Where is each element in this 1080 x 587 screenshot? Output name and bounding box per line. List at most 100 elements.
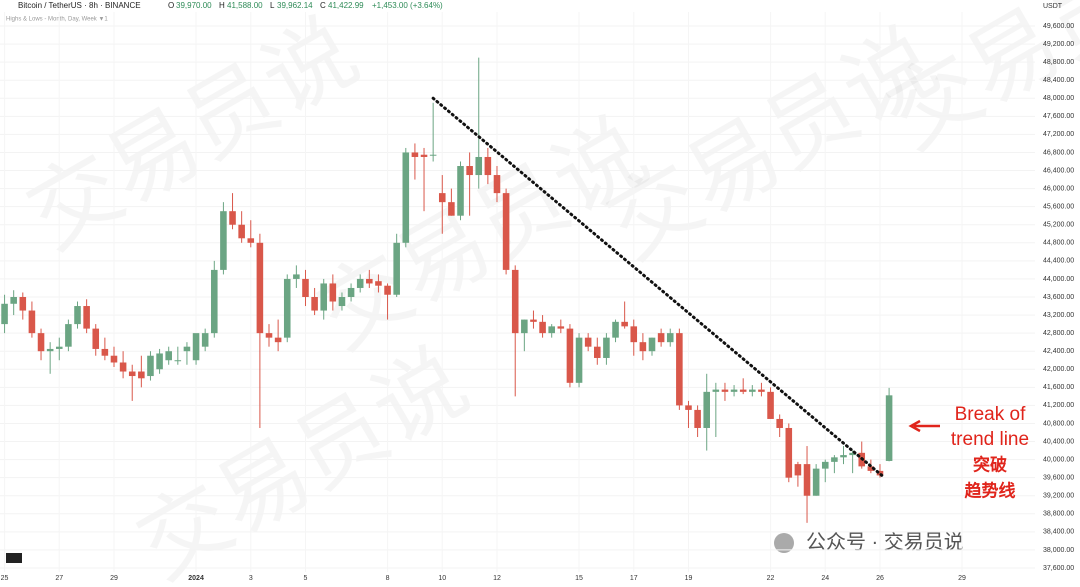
candle-body bbox=[384, 285, 391, 295]
y-tick-label: 47,600.00 bbox=[1043, 113, 1074, 120]
candle-body bbox=[1, 303, 8, 325]
candle-body bbox=[657, 333, 665, 343]
candle-body bbox=[484, 156, 492, 176]
candle-body bbox=[420, 154, 428, 157]
x-tick-label: 24 bbox=[821, 575, 829, 582]
y-tick-label: 43,200.00 bbox=[1043, 312, 1074, 319]
x-tick-label: 10 bbox=[438, 575, 446, 582]
candle-body bbox=[539, 321, 546, 334]
candle-body bbox=[821, 461, 829, 469]
candle-body bbox=[183, 346, 191, 352]
candle-body bbox=[429, 154, 437, 156]
candle-body bbox=[594, 346, 601, 358]
candle-body bbox=[256, 242, 264, 334]
candle-body bbox=[694, 409, 701, 428]
candle-body bbox=[785, 427, 793, 478]
y-tick-label: 48,800.00 bbox=[1043, 59, 1074, 66]
candle-body bbox=[366, 278, 373, 284]
candle-body bbox=[648, 337, 656, 352]
low-label: L bbox=[270, 1, 275, 10]
candle-body bbox=[730, 389, 738, 392]
y-tick-label: 43,600.00 bbox=[1043, 294, 1074, 301]
candle-body bbox=[347, 287, 355, 298]
annotation-arrow bbox=[908, 419, 940, 433]
candle-body bbox=[630, 326, 638, 343]
candle-body bbox=[676, 333, 683, 406]
candle-body bbox=[758, 389, 765, 392]
annotation: 趋势线 bbox=[965, 480, 1016, 500]
y-tick-label: 45,600.00 bbox=[1043, 204, 1074, 211]
x-tick-label: 2024 bbox=[188, 575, 204, 582]
annotation: trend line bbox=[951, 429, 1029, 450]
candle-body bbox=[101, 348, 109, 356]
x-tick-label: 26 bbox=[876, 575, 884, 582]
y-tick-label: 44,000.00 bbox=[1043, 276, 1074, 283]
open-value: 39,970.00 bbox=[176, 1, 212, 10]
candle-body bbox=[128, 371, 136, 377]
candle-body bbox=[548, 326, 555, 334]
candle-body bbox=[320, 283, 328, 311]
watermark: 交易员说 bbox=[592, 11, 954, 278]
close-value: 41,422.99 bbox=[328, 1, 364, 10]
candle-body bbox=[201, 333, 209, 347]
candle-body bbox=[666, 333, 674, 343]
y-tick-label: 47,200.00 bbox=[1043, 131, 1074, 138]
candle-body bbox=[402, 152, 410, 243]
x-tick-label: 29 bbox=[110, 575, 118, 582]
candle-body bbox=[885, 395, 893, 461]
candle-body bbox=[329, 283, 337, 302]
change: +1,453.00 (+3.64%) bbox=[372, 1, 443, 10]
candle-body bbox=[776, 418, 783, 428]
logo bbox=[6, 553, 22, 563]
candle-body bbox=[229, 211, 236, 225]
candle-body bbox=[685, 405, 692, 410]
candle-body bbox=[612, 321, 619, 338]
candle-body bbox=[283, 278, 291, 338]
y-tick-label: 38,000.00 bbox=[1043, 547, 1074, 554]
y-tick-label: 49,200.00 bbox=[1043, 41, 1074, 48]
candle-body bbox=[749, 389, 756, 392]
candle-body bbox=[466, 166, 473, 176]
candle-body bbox=[356, 278, 364, 288]
high-value: 41,588.00 bbox=[227, 1, 263, 10]
y-tick-label: 39,200.00 bbox=[1043, 493, 1074, 500]
candle-body bbox=[65, 324, 72, 347]
candle-body bbox=[211, 269, 218, 334]
x-tick-label: 19 bbox=[685, 575, 693, 582]
candle-body bbox=[794, 464, 802, 476]
x-tick-label: 5 bbox=[304, 575, 308, 582]
trend-line bbox=[431, 96, 887, 480]
candle-body bbox=[739, 389, 747, 392]
candle-body bbox=[584, 337, 592, 347]
candle-body bbox=[147, 355, 154, 377]
candle-body bbox=[639, 342, 647, 352]
y-tick-label: 40,800.00 bbox=[1043, 420, 1074, 427]
candle-body bbox=[138, 371, 145, 379]
candle-body bbox=[457, 166, 464, 216]
candle-body bbox=[375, 281, 382, 286]
candle-body bbox=[493, 175, 501, 194]
indicator: Highs & Lows - Month, Day, Week ▼1 bbox=[6, 17, 108, 23]
candle-body bbox=[293, 274, 300, 279]
candle-body bbox=[165, 351, 172, 361]
candle-body bbox=[74, 306, 81, 325]
candle-body bbox=[521, 319, 528, 334]
x-tick-label: 8 bbox=[386, 575, 390, 582]
candle-body bbox=[621, 321, 628, 327]
y-tick-label: 40,400.00 bbox=[1043, 438, 1074, 445]
y-tick-label: 48,400.00 bbox=[1043, 77, 1074, 84]
y-tick-label: 45,200.00 bbox=[1043, 222, 1074, 229]
x-tick-label: 17 bbox=[630, 575, 638, 582]
y-tick-label: 44,400.00 bbox=[1043, 258, 1074, 265]
candle-body bbox=[438, 193, 446, 203]
x-tick-label: 25 bbox=[1, 575, 9, 582]
candle-body bbox=[721, 389, 729, 392]
symbol: Bitcoin / TetherUS · 8h · BINANCE bbox=[18, 1, 141, 10]
y-tick-label: 42,000.00 bbox=[1043, 366, 1074, 373]
open-label: O bbox=[168, 1, 174, 10]
y-tick-label: 42,400.00 bbox=[1043, 348, 1074, 355]
y-tick-label: 38,400.00 bbox=[1043, 529, 1074, 536]
candle-body bbox=[92, 328, 100, 349]
candle-body bbox=[247, 238, 255, 243]
